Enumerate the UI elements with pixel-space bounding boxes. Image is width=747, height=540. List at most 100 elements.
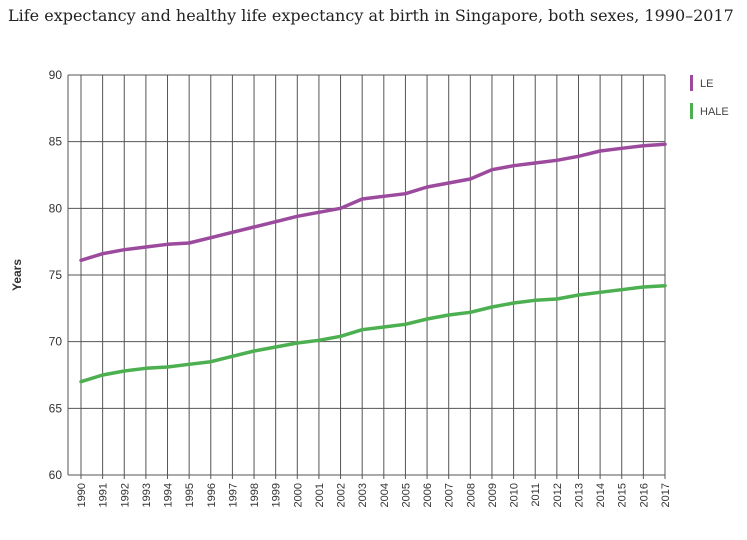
data-point-le — [663, 143, 667, 146]
x-tick-label: 2015 — [617, 483, 629, 507]
data-point-le — [144, 245, 148, 249]
data-point-hale — [469, 311, 472, 314]
x-tick-label: 1996 — [206, 483, 218, 507]
x-tick-label: 1992 — [119, 483, 131, 507]
data-point-hale — [187, 363, 191, 366]
legend-label-le: LE — [700, 78, 713, 90]
data-point-le — [252, 225, 256, 229]
data-point-le — [231, 231, 234, 234]
data-point-le — [642, 144, 645, 147]
data-point-hale — [101, 373, 104, 377]
grid-layer — [67, 74, 666, 479]
data-point-le — [317, 211, 321, 214]
x-tick-label: 2004 — [379, 483, 391, 507]
data-point-le — [360, 197, 364, 201]
data-point-le — [209, 236, 212, 239]
x-tick-label: 2003 — [357, 483, 369, 507]
data-point-le — [166, 243, 169, 246]
legend-swatch-hale — [690, 103, 693, 119]
axis-layer: 60 65 70 75 80 85 90 1990 1991 1992 1993 1994 1995 19… — [10, 68, 672, 507]
data-point-hale — [425, 317, 429, 321]
x-tick-label: 2006 — [422, 483, 434, 507]
legend-label-hale: HALE — [700, 106, 729, 118]
data-point-le — [123, 248, 126, 251]
y-tick-label: 85 — [49, 135, 63, 149]
data-point-hale — [598, 291, 602, 294]
data-point-hale — [209, 360, 212, 363]
y-tick-label: 90 — [49, 68, 63, 82]
data-point-le — [187, 241, 191, 245]
data-point-le — [512, 164, 515, 167]
data-point-hale — [360, 328, 364, 331]
data-point-le — [469, 177, 472, 181]
data-point-hale — [663, 284, 667, 287]
x-tick-label: 2001 — [314, 483, 326, 507]
data-point-hale — [166, 365, 169, 369]
x-tick-label: 2005 — [400, 483, 412, 507]
data-point-hale — [123, 369, 126, 373]
data-point-hale — [620, 288, 623, 291]
x-tick-label: 1999 — [271, 483, 283, 507]
chart-title: Life expectancy and healthy life expecta… — [8, 6, 734, 25]
x-tick-label: 2002 — [336, 483, 348, 507]
data-point-hale — [339, 335, 342, 338]
data-point-hale — [144, 367, 148, 370]
data-point-hale — [447, 313, 450, 317]
data-point-le — [555, 159, 559, 162]
data-point-le — [339, 207, 342, 210]
x-tick-label: 1997 — [227, 483, 239, 507]
data-point-le — [296, 215, 299, 218]
data-point-hale — [577, 293, 580, 297]
x-tick-label: 1998 — [249, 483, 261, 507]
y-axis-label: Years — [10, 259, 24, 291]
series-line-le — [79, 142, 667, 263]
x-tick-label: 1991 — [98, 483, 110, 507]
x-tick-label: 2017 — [660, 483, 672, 507]
y-tick-label: 70 — [49, 335, 63, 349]
data-point-le — [425, 185, 429, 189]
y-tick-label: 65 — [49, 401, 63, 415]
x-tick-label: 1993 — [141, 483, 153, 507]
data-point-hale — [274, 345, 277, 349]
x-tick-label: 2010 — [509, 483, 521, 507]
data-point-hale — [317, 339, 321, 342]
data-point-hale — [79, 380, 83, 383]
data-point-hale — [404, 323, 407, 326]
data-point-hale — [555, 297, 559, 301]
y-tick-label: 60 — [49, 468, 63, 482]
data-point-le — [620, 147, 623, 150]
y-tick-label: 75 — [49, 268, 63, 282]
x-tick-label: 1994 — [163, 483, 175, 507]
legend: LE HALE — [690, 75, 729, 119]
x-tick-label: 1990 — [76, 483, 88, 507]
data-point-le — [534, 161, 537, 165]
data-point-le — [490, 168, 494, 171]
x-tick-label: 2011 — [530, 483, 542, 507]
legend-swatch-le — [690, 75, 693, 91]
data-point-hale — [252, 349, 256, 353]
data-point-hale — [642, 285, 645, 289]
x-tick-label: 2009 — [487, 483, 499, 507]
data-point-hale — [490, 305, 494, 309]
data-point-le — [101, 252, 104, 255]
series-line-hale — [79, 283, 667, 384]
x-tick-label: 2007 — [444, 483, 456, 507]
y-tick-label: 80 — [49, 201, 63, 215]
data-point-le — [447, 181, 450, 185]
x-tick-label: 1995 — [184, 483, 196, 507]
data-point-hale — [512, 301, 515, 305]
x-tick-label: 2014 — [595, 483, 607, 507]
x-tick-label: 2012 — [552, 483, 564, 507]
data-point-le — [382, 195, 386, 198]
data-point-hale — [231, 355, 234, 358]
x-tick-label: 2016 — [638, 483, 650, 507]
data-point-le — [79, 259, 83, 262]
data-point-le — [577, 155, 580, 158]
data-point-le — [274, 220, 277, 223]
data-point-le — [404, 192, 407, 195]
data-point-le — [598, 149, 602, 153]
data-point-hale — [382, 325, 386, 329]
data-point-hale — [534, 299, 537, 302]
x-tick-label: 2008 — [465, 483, 477, 507]
